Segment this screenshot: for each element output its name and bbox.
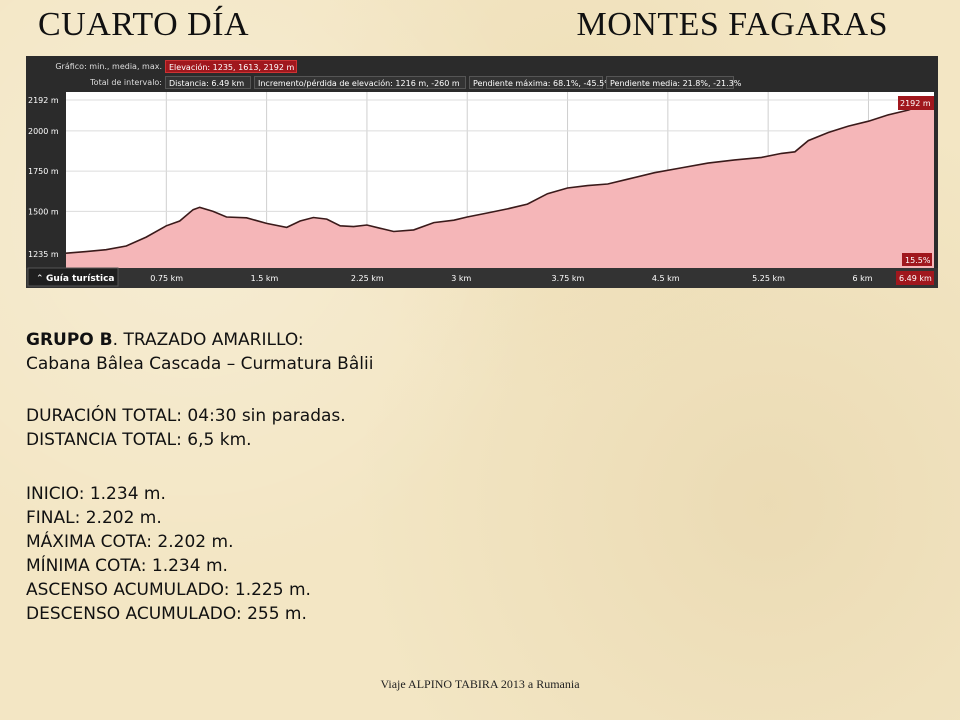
y-tick-label: 2000 m xyxy=(28,127,59,136)
page-title-location: MONTES FAGARAS xyxy=(576,6,888,43)
x-tick-label: 3 km xyxy=(451,274,471,283)
stat-end: FINAL: 2.202 m. xyxy=(26,508,162,528)
elevation-chart: 2192 m 2000 m 1750 m 1500 m 1235 m 0.75 km 1.… xyxy=(26,92,938,288)
y-tick-label: 1750 m xyxy=(28,167,59,176)
guide-button-label: Guía turística xyxy=(46,274,114,284)
x-tick-label: 0.75 km xyxy=(150,274,183,283)
x-tick-label: 6 km xyxy=(852,274,872,283)
distance-summary: Distancia: 6.49 km xyxy=(165,76,251,89)
elevation-area xyxy=(66,100,934,268)
end-distance-badge: 6.49 km xyxy=(899,274,932,283)
gain-loss-summary: Incremento/pérdida de elevación: 1216 m,… xyxy=(254,76,466,89)
page-title-day: CUARTO DÍA xyxy=(38,6,250,43)
elevation-profile-panel: Gráfico: min., media, max. Elevación: 12… xyxy=(26,56,938,288)
guide-chevron-icon: ⌃ xyxy=(36,274,44,284)
elevation-line xyxy=(65,99,935,254)
group-bold: GRUPO B xyxy=(26,330,113,350)
y-tick-label: 1235 m xyxy=(28,250,59,259)
x-tick-label: 5.25 km xyxy=(752,274,785,283)
x-tick-label: 2.25 km xyxy=(351,274,384,283)
stat-ascent: ASCENSO ACUMULADO: 1.225 m. xyxy=(26,580,311,600)
y-tick-label: 2192 m xyxy=(28,96,59,105)
end-elevation-badge: 2192 m xyxy=(900,99,931,108)
elevation-summary: Elevación: 1235, 1613, 2192 m xyxy=(165,60,297,73)
end-slope-badge: 15.5% xyxy=(905,256,931,265)
stat-min: MÍNIMA COTA: 1.234 m. xyxy=(26,556,228,576)
stat-start: INICIO: 1.234 m. xyxy=(26,484,166,504)
group-heading: GRUPO B. TRAZADO AMARILLO: xyxy=(26,328,304,352)
footer-text: Viaje ALPINO TABIRA 2013 a Rumania xyxy=(380,677,580,691)
route-text: Cabana Bâlea Cascada – Curmatura Bâlii xyxy=(26,354,374,374)
avg-slope-summary: Pendiente media: 21.8%, -21.3% xyxy=(606,76,741,89)
stat-descent: DESCENSO ACUMULADO: 255 m. xyxy=(26,604,307,624)
group-rest: . TRAZADO AMARILLO: xyxy=(112,330,304,350)
x-tick-label: 4.5 km xyxy=(652,274,680,283)
max-slope-summary: Pendiente máxima: 68.1%, -45.5% xyxy=(469,76,612,89)
y-tick-label: 1500 m xyxy=(28,207,59,216)
interval-label: Total de intervalo: xyxy=(90,78,162,87)
duration-text: DURACIÓN TOTAL: 04:30 sin paradas. xyxy=(26,406,346,426)
x-tick-label: 1.5 km xyxy=(251,274,279,283)
graph-label: Gráfico: min., media, max. xyxy=(55,62,162,71)
distance-text: DISTANCIA TOTAL: 6,5 km. xyxy=(26,430,252,450)
x-tick-label: 3.75 km xyxy=(552,274,585,283)
stat-max: MÁXIMA COTA: 2.202 m. xyxy=(26,532,234,552)
